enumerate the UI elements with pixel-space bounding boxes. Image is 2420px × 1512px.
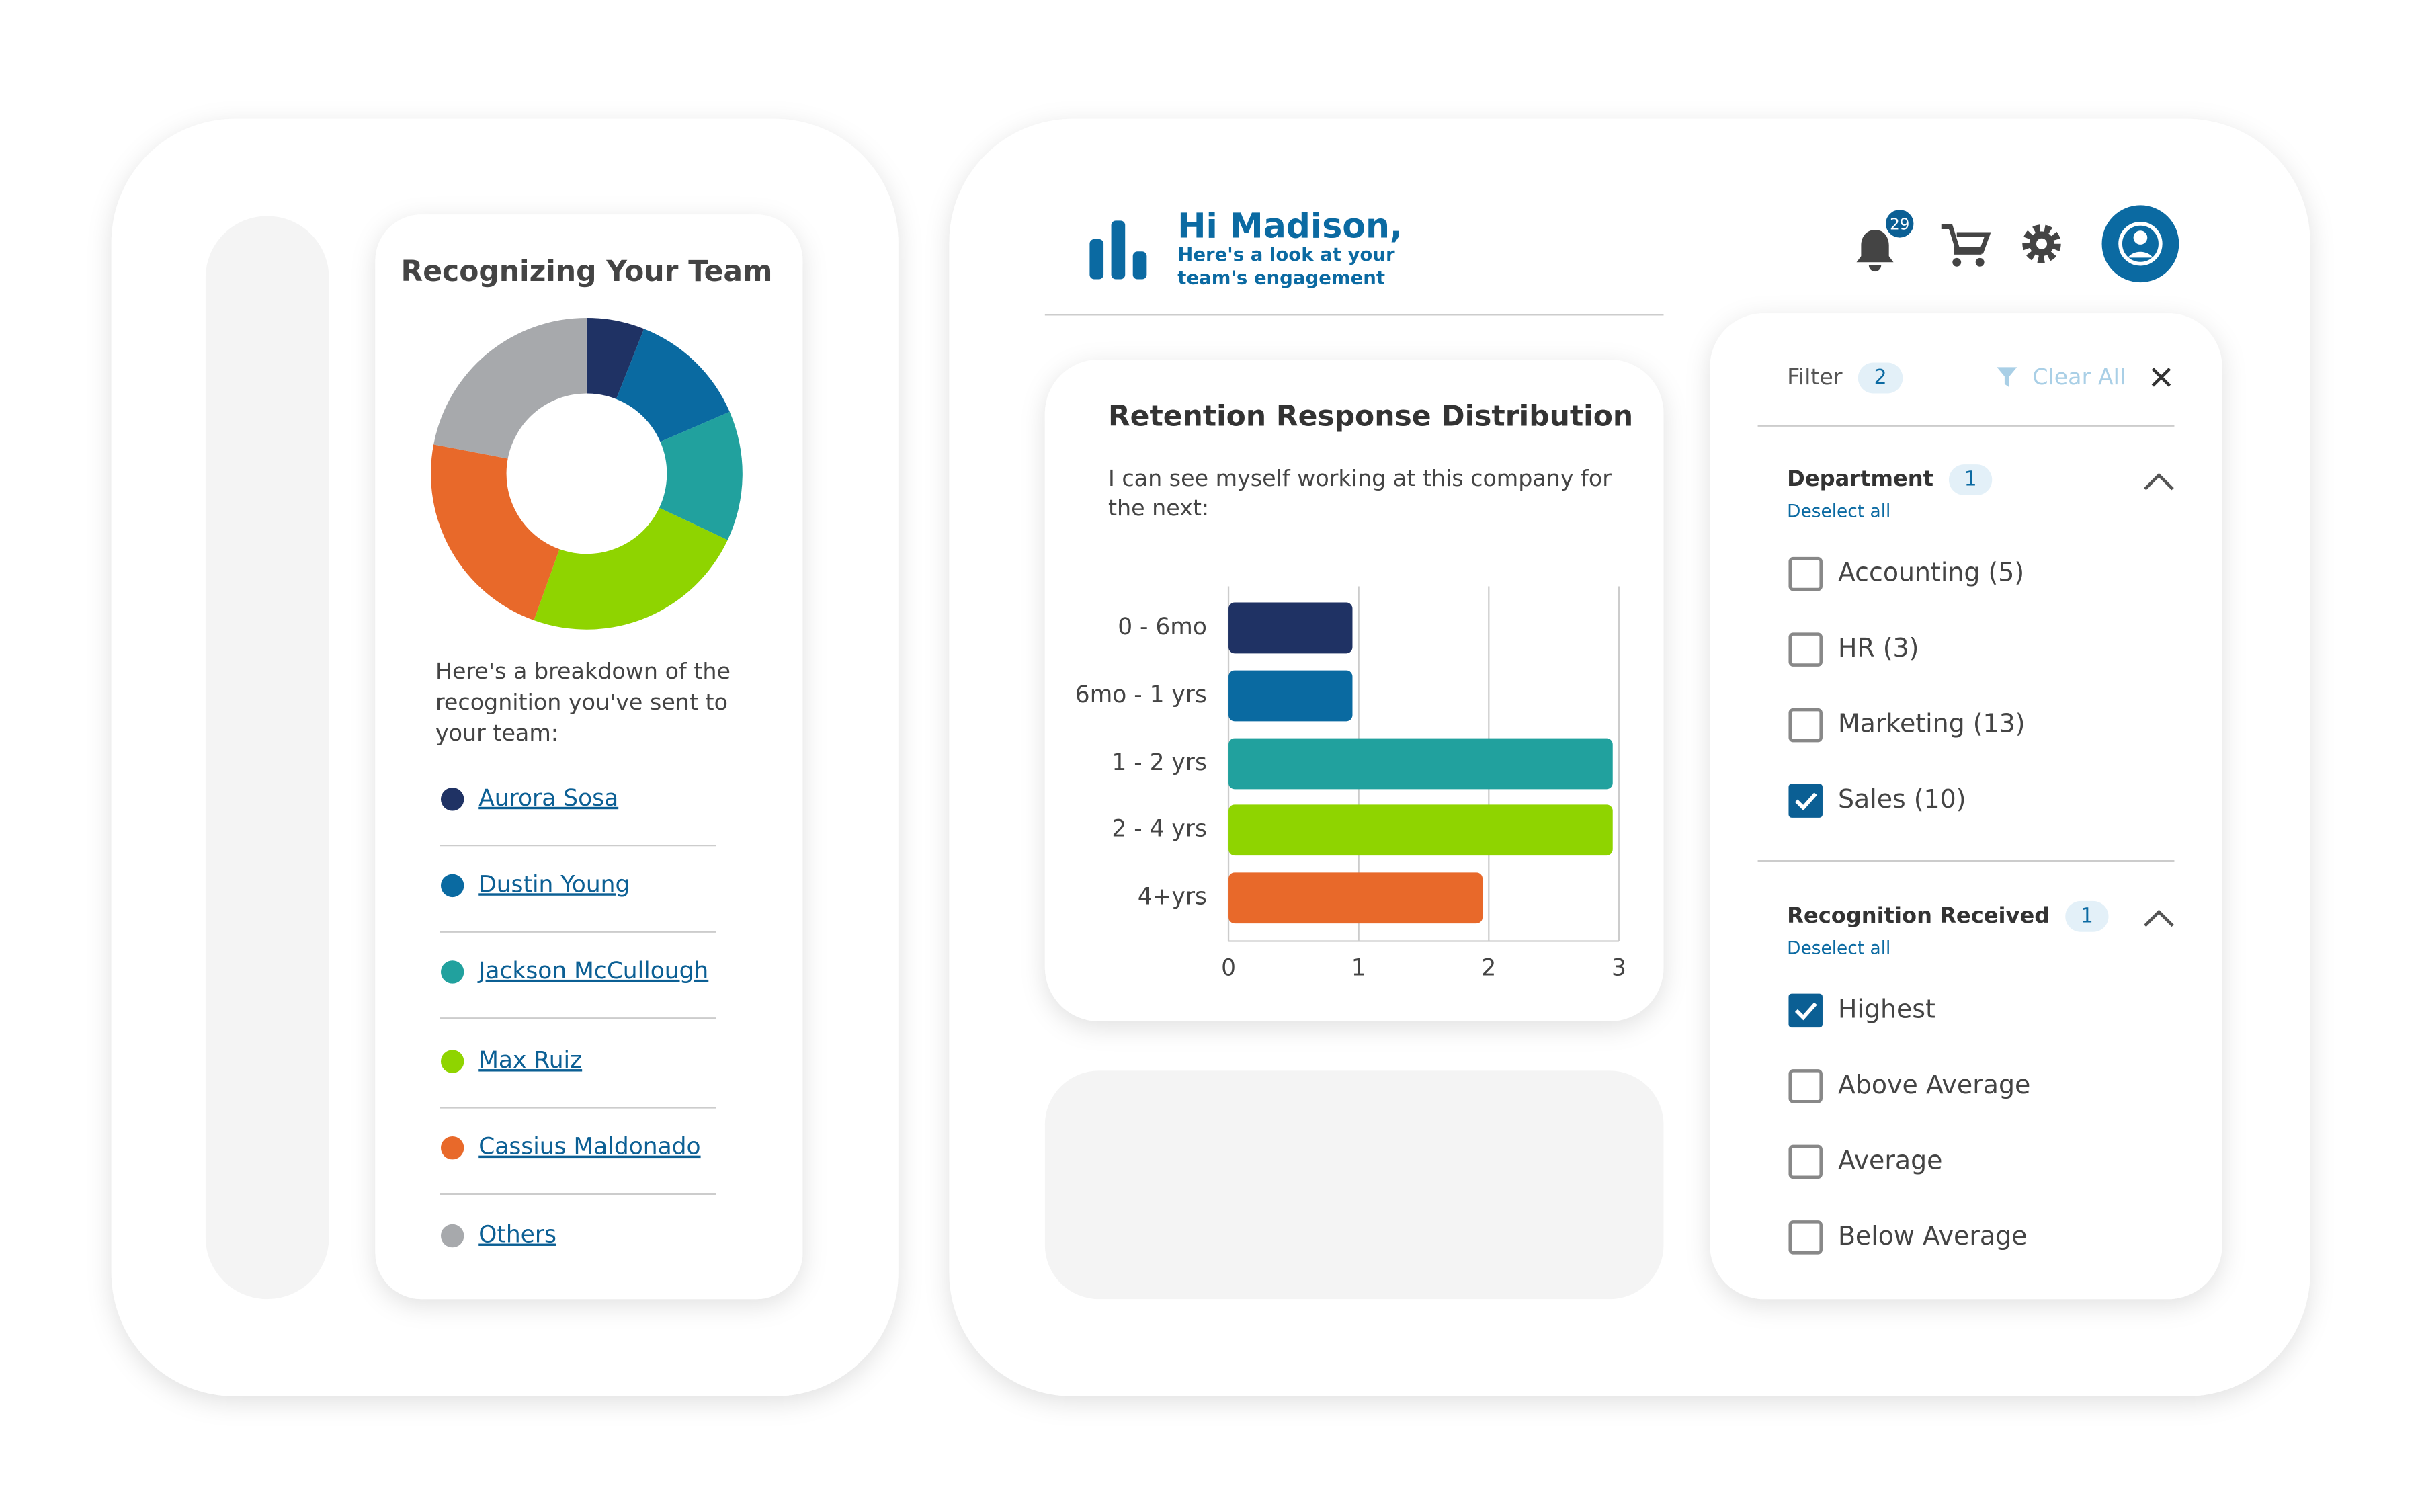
clear-icon bbox=[1997, 367, 2017, 388]
legend-dot bbox=[440, 788, 464, 811]
chart-subtitle: I can see myself working at this company… bbox=[1108, 467, 1612, 522]
chart-subtitle-box: I can see myself working at this company… bbox=[1108, 467, 1612, 522]
section-count-pill bbox=[1948, 464, 1993, 495]
donut-segment bbox=[433, 317, 587, 459]
legend-dot bbox=[440, 874, 464, 898]
checkbox[interactable] bbox=[1788, 1220, 1823, 1255]
clear-all[interactable]: Clear All bbox=[2032, 364, 2126, 390]
legend-link[interactable]: Aurora Sosa bbox=[478, 785, 618, 812]
option-label[interactable]: Marketing (13) bbox=[1838, 709, 2026, 739]
option-label[interactable]: Accounting (5) bbox=[1838, 558, 2024, 587]
legend-dot bbox=[440, 1050, 464, 1073]
y-tick-label: 0 - 6mo bbox=[1118, 614, 1207, 640]
filter-card bbox=[1710, 313, 2222, 1300]
y-tick-label: 1 - 2 yrs bbox=[1112, 749, 1207, 776]
logo bbox=[1089, 220, 1147, 280]
header-subtitle: Here's a look at your team's engagement bbox=[1177, 243, 1395, 289]
option-label[interactable]: Average bbox=[1838, 1145, 1943, 1175]
checkbox[interactable] bbox=[1788, 993, 1823, 1028]
option-label[interactable]: Below Average bbox=[1838, 1221, 2028, 1251]
bar bbox=[1228, 738, 1613, 790]
sidebar-placeholder bbox=[205, 216, 329, 1300]
option-label[interactable]: HR (3) bbox=[1838, 633, 1919, 663]
x-tick-label: 2 bbox=[1481, 954, 1496, 981]
section-title: Department bbox=[1787, 466, 1933, 491]
x-tick-label: 1 bbox=[1351, 954, 1366, 981]
chart-title: Retention Response Distribution bbox=[1108, 401, 1633, 433]
settings-icon[interactable] bbox=[2022, 224, 2061, 263]
legend-link[interactable]: Cassius Maldonado bbox=[478, 1134, 700, 1161]
notification-badge: 29 bbox=[1890, 216, 1909, 234]
donut-segment bbox=[586, 317, 644, 399]
notifications-icon[interactable] bbox=[1856, 206, 1917, 272]
collapse-chevron[interactable] bbox=[2144, 472, 2174, 491]
bar bbox=[1228, 804, 1613, 856]
checkbox[interactable] bbox=[1788, 1069, 1823, 1103]
donut-segment bbox=[431, 444, 560, 621]
option-label[interactable]: Sales (10) bbox=[1838, 784, 1966, 814]
legend-link[interactable]: Max Ruiz bbox=[478, 1047, 582, 1074]
section-count: 1 bbox=[2081, 904, 2093, 927]
card-title: Recognizing Your Team bbox=[401, 255, 773, 288]
section-count: 1 bbox=[1964, 468, 1977, 491]
legend-link[interactable]: Jackson McCullough bbox=[477, 958, 708, 984]
retention-card bbox=[1044, 359, 1664, 1021]
description-box: Here's a breakdown of the recognition yo… bbox=[435, 660, 731, 747]
option-label[interactable]: Above Average bbox=[1838, 1070, 2030, 1099]
legend-dot bbox=[440, 960, 464, 984]
y-tick-label: 4+yrs bbox=[1138, 884, 1207, 911]
section-title: Recognition Received bbox=[1787, 902, 2050, 928]
deselect-all[interactable]: Deselect all bbox=[1787, 937, 1890, 958]
donut-segment bbox=[616, 329, 730, 442]
legend-dot bbox=[440, 1136, 464, 1160]
filter-count-pill bbox=[1858, 362, 1903, 394]
y-tick-label: 6mo - 1 yrs bbox=[1075, 681, 1207, 708]
option-label[interactable]: Highest bbox=[1838, 994, 1935, 1023]
legend-link[interactable]: Others bbox=[478, 1222, 556, 1249]
checkmark bbox=[1794, 792, 1817, 811]
checkmark bbox=[1794, 1002, 1817, 1021]
donut-segment bbox=[534, 507, 728, 630]
bar bbox=[1228, 670, 1353, 722]
description: Here's a breakdown of the recognition yo… bbox=[435, 660, 731, 747]
x-tick-label: 0 bbox=[1221, 954, 1236, 981]
legend-link[interactable]: Dustin Young bbox=[478, 871, 630, 898]
checkbox[interactable] bbox=[1788, 1144, 1823, 1179]
x-tick-label: 3 bbox=[1612, 954, 1626, 981]
section-count-pill bbox=[2065, 900, 2109, 932]
close-button[interactable] bbox=[2151, 368, 2171, 387]
bar bbox=[1228, 872, 1483, 924]
checkbox[interactable] bbox=[1788, 784, 1823, 818]
checkbox[interactable] bbox=[1788, 708, 1823, 743]
filter-count: 2 bbox=[1874, 366, 1887, 389]
y-tick-label: 2 - 4 yrs bbox=[1112, 816, 1207, 843]
checkbox[interactable] bbox=[1788, 556, 1823, 591]
collapse-chevron[interactable] bbox=[2144, 909, 2174, 927]
bar bbox=[1228, 602, 1353, 654]
deselect-all[interactable]: Deselect all bbox=[1787, 501, 1890, 522]
checkbox[interactable] bbox=[1788, 632, 1823, 667]
profile-icon[interactable] bbox=[2101, 205, 2179, 283]
placeholder-card bbox=[1044, 1070, 1664, 1300]
legend-dot bbox=[440, 1224, 464, 1248]
cart-icon[interactable] bbox=[1941, 224, 1991, 267]
filter-title: Filter bbox=[1787, 364, 1843, 390]
greeting: Hi Madison, bbox=[1177, 206, 1403, 245]
donut-segment bbox=[659, 411, 743, 540]
header-subtitle-box: Here's a look at your team's engagement bbox=[1177, 243, 1395, 289]
